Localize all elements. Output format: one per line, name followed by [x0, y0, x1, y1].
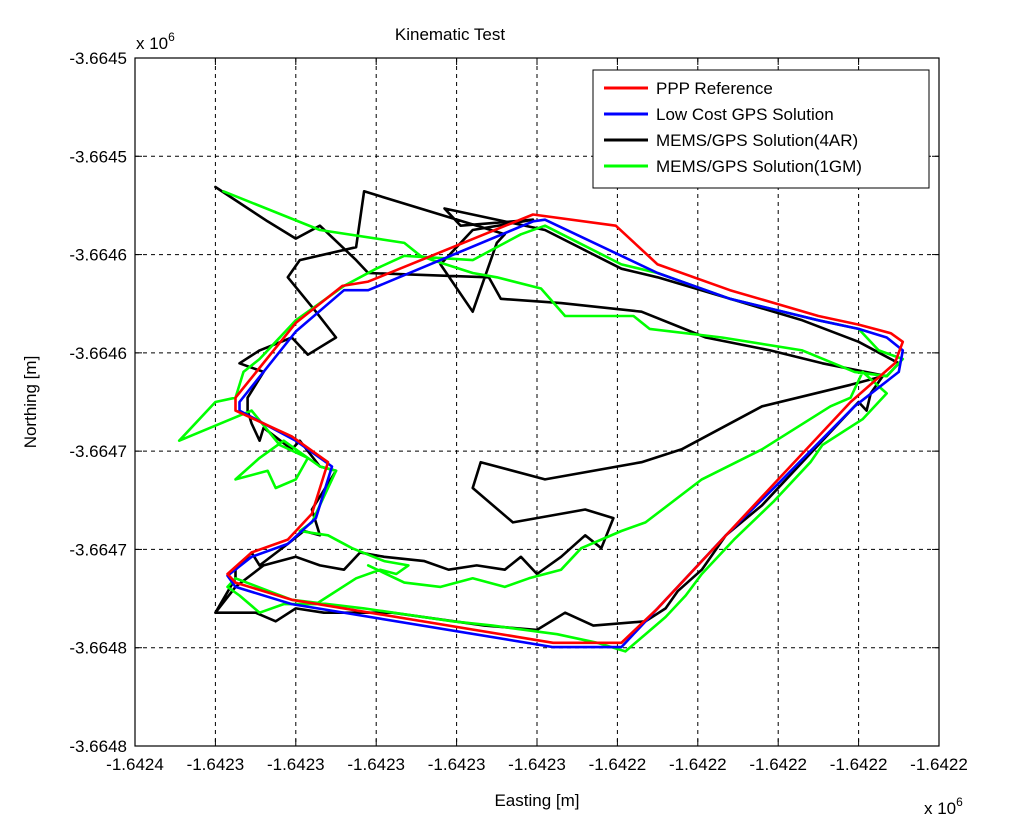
- y-tick-label: -3.6647: [69, 540, 127, 559]
- y-tick-label: -3.6645: [69, 49, 127, 68]
- x-tick-label: -1.6422: [669, 755, 727, 774]
- x-tick-label: -1.6423: [187, 755, 245, 774]
- x-axis-label: Easting [m]: [494, 791, 579, 810]
- x-tick-label: -1.6423: [428, 755, 486, 774]
- y-tick-label: -3.6647: [69, 442, 127, 461]
- y-axis-label: Northing [m]: [21, 356, 40, 449]
- y-exponent-power: 6: [168, 30, 175, 44]
- y-tick-label: -3.6646: [69, 246, 127, 265]
- chart-title: Kinematic Test: [395, 25, 506, 44]
- axis-ticks: [134, 57, 940, 747]
- legend-label: MEMS/GPS Solution(1GM): [656, 157, 862, 176]
- series-lines: [177, 185, 905, 653]
- series-line-mems-gps-solution-4ar: [214, 185, 901, 632]
- y-tick-labels: -3.6648 -3.6648 -3.6647 -3.6647 -3.6646 -3.66…: [69, 49, 127, 756]
- x-tick-label: -1.6423: [347, 755, 405, 774]
- x-tick-label: -1.6422: [589, 755, 647, 774]
- y-tick-label: -3.6648: [69, 639, 127, 658]
- x-tick-labels: -1.6424 -1.6423 -1.6423 -1.6423 -1.6423 -1.64…: [106, 755, 968, 774]
- x-tick-label: -1.6422: [749, 755, 807, 774]
- x-tick-label: -1.6422: [910, 755, 968, 774]
- x-tick-label: -1.6423: [267, 755, 325, 774]
- x-tick-label: -1.6422: [830, 755, 888, 774]
- legend-box: [592, 69, 930, 189]
- x-tick-label: -1.6424: [106, 755, 164, 774]
- y-tick-label: -3.6646: [69, 344, 127, 363]
- legend-label: PPP Reference: [656, 79, 773, 98]
- x-exponent-power: 6: [956, 795, 963, 809]
- series-line-low-cost-gps-solution: [226, 218, 905, 649]
- y-exponent-label: x 106: [136, 30, 175, 53]
- legend: PPP Reference Low Cost GPS Solution MEMS/G…: [592, 69, 930, 189]
- x-exponent-label: x 106: [924, 795, 963, 818]
- y-tick-label: -3.6645: [69, 147, 127, 166]
- legend-label: Low Cost GPS Solution: [656, 105, 834, 124]
- series-line-ppp-reference: [226, 213, 905, 645]
- y-exponent-base: x 10: [136, 34, 168, 53]
- legend-label: MEMS/GPS Solution(4AR): [656, 131, 858, 150]
- x-exponent-base: x 10: [924, 799, 956, 818]
- x-tick-label: -1.6423: [508, 755, 566, 774]
- y-tick-label: -3.6648: [69, 737, 127, 756]
